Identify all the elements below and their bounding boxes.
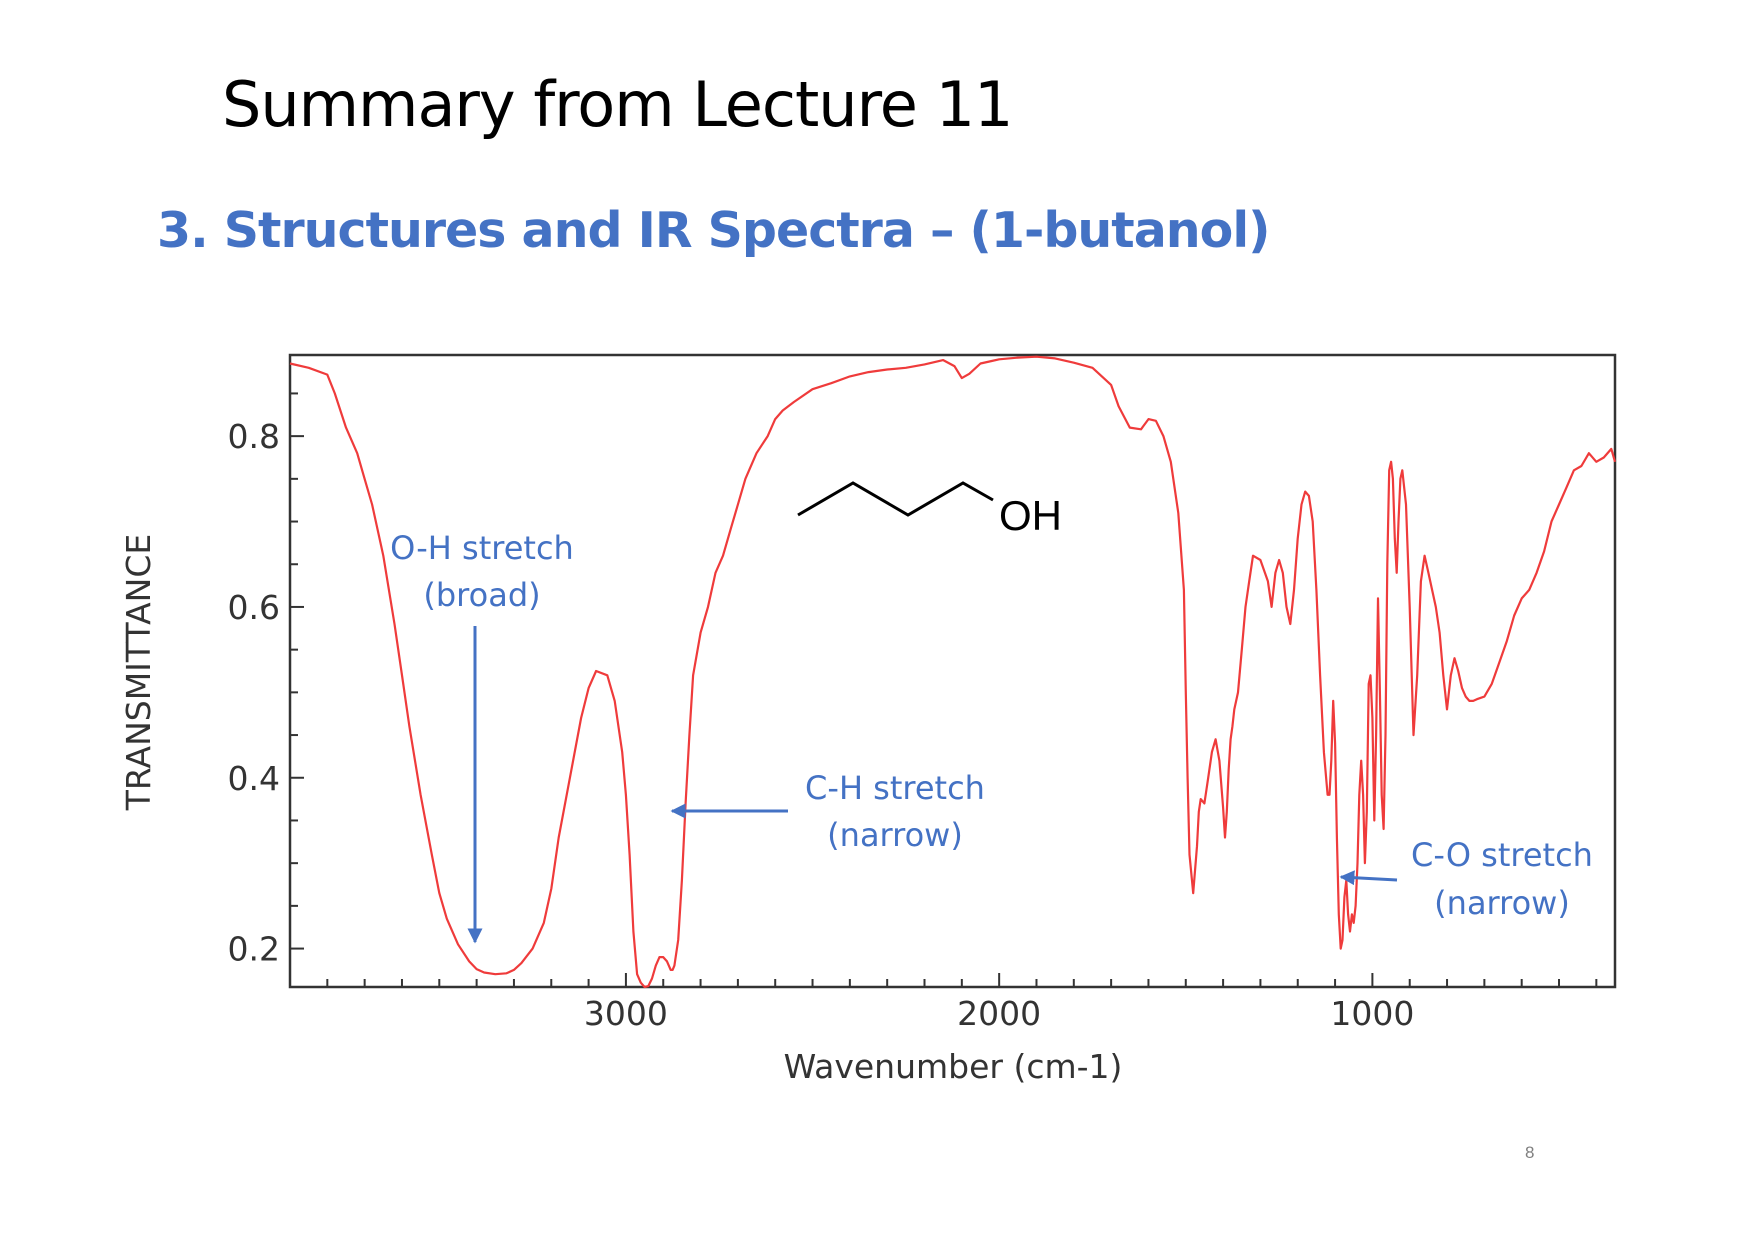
spectrum-line [289, 355, 1617, 989]
y-axis-ticks: 0.2 0.4 0.6 0.8 [228, 392, 304, 969]
y-tick-label: 0.4 [228, 759, 280, 798]
y-axis-label: TRANSMITTANCE [119, 534, 158, 812]
y-tick-label: 0.2 [228, 930, 280, 969]
annotation-oh-line1: O-H stretch [390, 529, 574, 567]
x-axis-ticks: 3000 2000 1000 [326, 973, 1598, 1033]
x-axis-label: Wavenumber (cm-1) [784, 1047, 1123, 1086]
y-tick-label: 0.8 [228, 417, 280, 456]
plot-frame [288, 353, 1617, 989]
annotation-ch-line1: C-H stretch [805, 769, 985, 807]
annotation-co-line2: (narrow) [1434, 884, 1570, 922]
molecule-structure: OH [797, 481, 1062, 539]
annotation-co-stretch: C-O stretch (narrow) [1339, 836, 1593, 922]
x-tick-label: 1000 [1330, 994, 1414, 1033]
annotation-ch-stretch: C-H stretch (narrow) [670, 769, 985, 854]
slide-subtitle: 3. Structures and IR Spectra – (1-butano… [157, 202, 1271, 259]
molecule-oh-label: OH [999, 492, 1062, 539]
annotation-co-line1: C-O stretch [1411, 836, 1593, 874]
molecule-skeleton [797, 481, 994, 517]
annotation-oh-line2: (broad) [423, 576, 540, 614]
y-tick-label: 0.6 [228, 588, 280, 627]
x-tick-label: 3000 [584, 994, 668, 1033]
annotation-oh-stretch: O-H stretch (broad) [390, 529, 574, 944]
annotation-ch-line2: (narrow) [827, 816, 963, 854]
annotation-co-arrow [1339, 870, 1398, 886]
x-tick-label: 2000 [957, 994, 1041, 1033]
page-number: 8 [1525, 1143, 1535, 1162]
slide-title: Summary from Lecture 11 [222, 68, 1013, 141]
